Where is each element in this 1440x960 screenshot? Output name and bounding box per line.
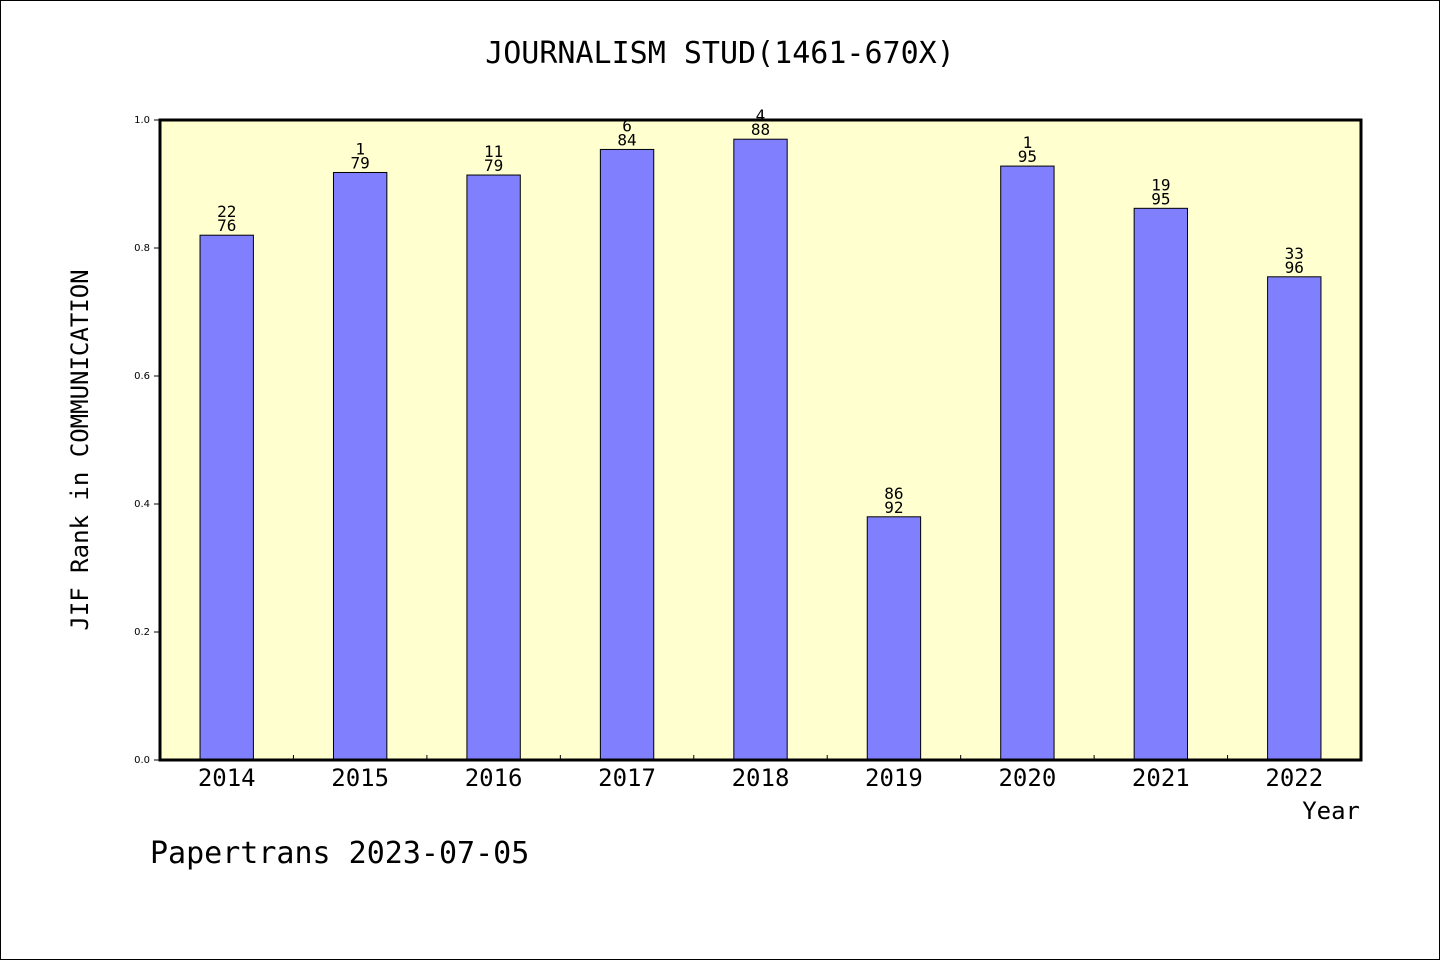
y-tick-label: 0.6 — [134, 371, 150, 382]
bar-label-rank: 22 — [217, 202, 236, 221]
y-tick-label: 0.4 — [134, 499, 150, 510]
bar — [866, 516, 922, 761]
bar-label-total: 88 — [751, 120, 770, 139]
bar-label-total: 96 — [1285, 258, 1304, 277]
bar-label-rank: 86 — [884, 484, 903, 503]
bar-label-rank: 4 — [756, 106, 766, 125]
y-tick-label: 0.8 — [134, 243, 150, 254]
bar — [733, 138, 788, 761]
bar-label-total: 79 — [484, 156, 503, 175]
chart-title: JOURNALISM STUD(1461-670X) — [485, 36, 955, 71]
bar-label-rank: 6 — [622, 116, 632, 135]
bar — [1267, 276, 1322, 761]
bar-label-total: 95 — [1151, 189, 1170, 208]
bar — [1133, 207, 1189, 761]
x-tick-label: 2016 — [465, 764, 523, 792]
bar-label-rank: 1 — [1023, 133, 1033, 152]
bar-label-total: 92 — [884, 498, 903, 517]
plot-border — [158, 118, 1363, 762]
bar — [466, 174, 521, 761]
x-tick-label: 2020 — [998, 764, 1056, 792]
x-tick-label: 2019 — [865, 764, 923, 792]
x-tick-label: 2021 — [1132, 764, 1190, 792]
x-tick-label: 2018 — [732, 764, 790, 792]
bar-label-total: 76 — [217, 216, 236, 235]
y-tick-label: 0.0 — [134, 755, 150, 766]
bar-label-rank: 11 — [484, 142, 503, 161]
bar — [599, 148, 655, 761]
bar-label-rank: 33 — [1285, 244, 1304, 263]
bar-label-total: 84 — [617, 130, 636, 149]
y-tick-label: 1.0 — [134, 115, 150, 126]
footer-text: Papertrans 2023-07-05 — [150, 836, 530, 871]
y-tick-label: 0.2 — [134, 627, 150, 638]
bar-label-total: 95 — [1018, 147, 1037, 166]
bar-label-rank: 19 — [1151, 175, 1170, 194]
x-tick-label: 2014 — [198, 764, 256, 792]
x-tick-label: 2017 — [598, 764, 656, 792]
bar-label-total: 79 — [351, 153, 370, 172]
x-tick-label: 2015 — [331, 764, 389, 792]
bar — [1000, 165, 1055, 761]
bar-label-rank: 1 — [355, 139, 365, 158]
bar — [332, 171, 388, 761]
x-axis-label: Year — [1302, 797, 1360, 825]
bar — [199, 234, 254, 761]
x-tick-label: 2022 — [1265, 764, 1323, 792]
